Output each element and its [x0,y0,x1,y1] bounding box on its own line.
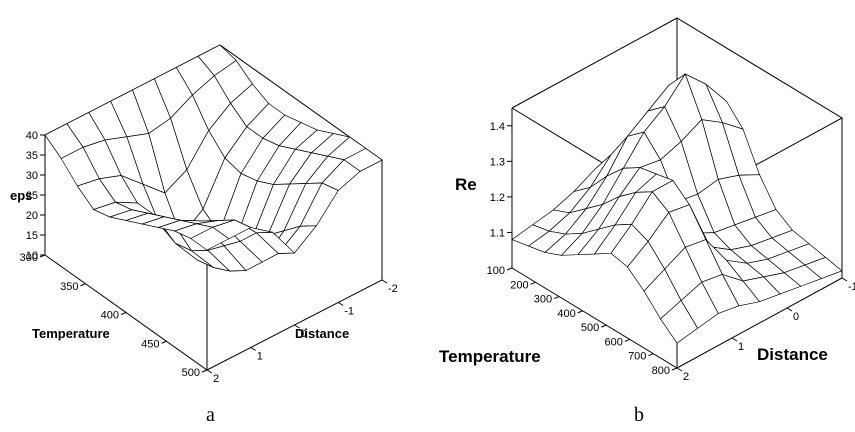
y-tick-mark [381,279,388,284]
x-tick-mark [601,324,607,328]
z-tick-label: 1.1 [490,227,505,239]
y-tick-label: -1 [848,281,855,293]
x-tick-mark [624,338,631,342]
x-tick-mark [161,340,167,344]
surface-plot-b-svg: 1.1 1.2 1.3 1.4 100 200 300 400 500 600 700 800 2 1 0 -… [439,17,855,383]
x-tick-mark [39,254,46,258]
x-axis-label: Temperature [32,326,110,341]
y-tick-label: 1 [257,351,263,363]
z-tick-label: 35 [26,150,38,162]
y-tick-label: 2 [213,373,219,385]
x-tick-label: 700 [628,351,646,363]
box-base-front [44,254,383,371]
panel-caption-b: b [634,404,644,426]
z-tick-label: 15 [26,230,38,242]
z-axis-label: eps [10,188,32,203]
x-tick-mark [671,367,678,371]
x-tick-mark [530,281,536,285]
y-tick-mark [206,369,213,374]
x-tick-label: 200 [510,279,528,291]
z-tick-label: 1.2 [490,192,505,204]
x-tick-label: 300 [20,252,38,264]
x-tick-label: 450 [141,338,159,350]
surface-mesh [44,44,383,272]
y-tick-label: 0 [301,328,307,340]
y-axis-label: Distance [295,326,349,341]
y-tick-label: 2 [683,371,689,383]
y-tick-label: 1 [738,341,744,353]
x-axis-label: Temperature [439,347,541,366]
z-tick-label: 20 [26,210,38,222]
y-tick-mark [786,307,793,312]
surface-cell [190,226,230,251]
y-tick-mark [337,302,344,306]
z-tick-label: 1.3 [490,156,505,168]
surface-cell [660,299,699,344]
x-tick-label: 500 [182,367,200,379]
x-tick-mark [577,310,583,314]
z-tick-label: 40 [26,130,38,142]
surface-mesh [511,73,843,344]
z-axis-label: Re [455,175,477,194]
x-tick-label: 100 [487,265,505,277]
z-tick-label: 10 [26,250,38,262]
x-tick-label: 400 [101,310,119,322]
x-tick-mark [201,369,208,373]
z-tick-label: 30 [26,170,38,182]
surface-plot-b: 1.1 1.2 1.3 1.4 100 200 300 400 500 600 700 800 2 1 0 -… [427,0,855,400]
x-tick-label: 800 [652,365,670,377]
y-tick-mark [841,277,848,282]
z-tick-label: 1.4 [490,121,505,133]
x-tick-label: 350 [60,281,78,293]
y-tick-label: -1 [344,306,354,318]
y-tick-mark [676,367,683,372]
x-tick-mark [120,312,127,315]
x-tick-label: 600 [604,336,622,348]
x-tick-label: 400 [557,308,575,320]
y-tick-label: -2 [388,283,398,295]
y-tick-mark [731,337,738,342]
x-tick-mark [506,267,513,271]
y-axis-label: Distance [757,345,828,364]
x-tick-label: 500 [581,322,599,334]
surface-plot-a: 10 15 20 25 30 35 40 300 350 400 450 500 2 1 0 -1 -2 eps T… [0,0,427,400]
panel-caption-a: a [206,404,215,426]
x-tick-label: 300 [534,294,552,306]
y-tick-mark [250,347,257,351]
y-tick-label: 0 [793,311,799,323]
z-tick-label: 25 [26,190,38,202]
x-tick-mark [648,353,654,357]
y-tick-mark [294,324,300,329]
x-tick-mark [553,296,560,300]
x-tick-mark [80,283,86,287]
